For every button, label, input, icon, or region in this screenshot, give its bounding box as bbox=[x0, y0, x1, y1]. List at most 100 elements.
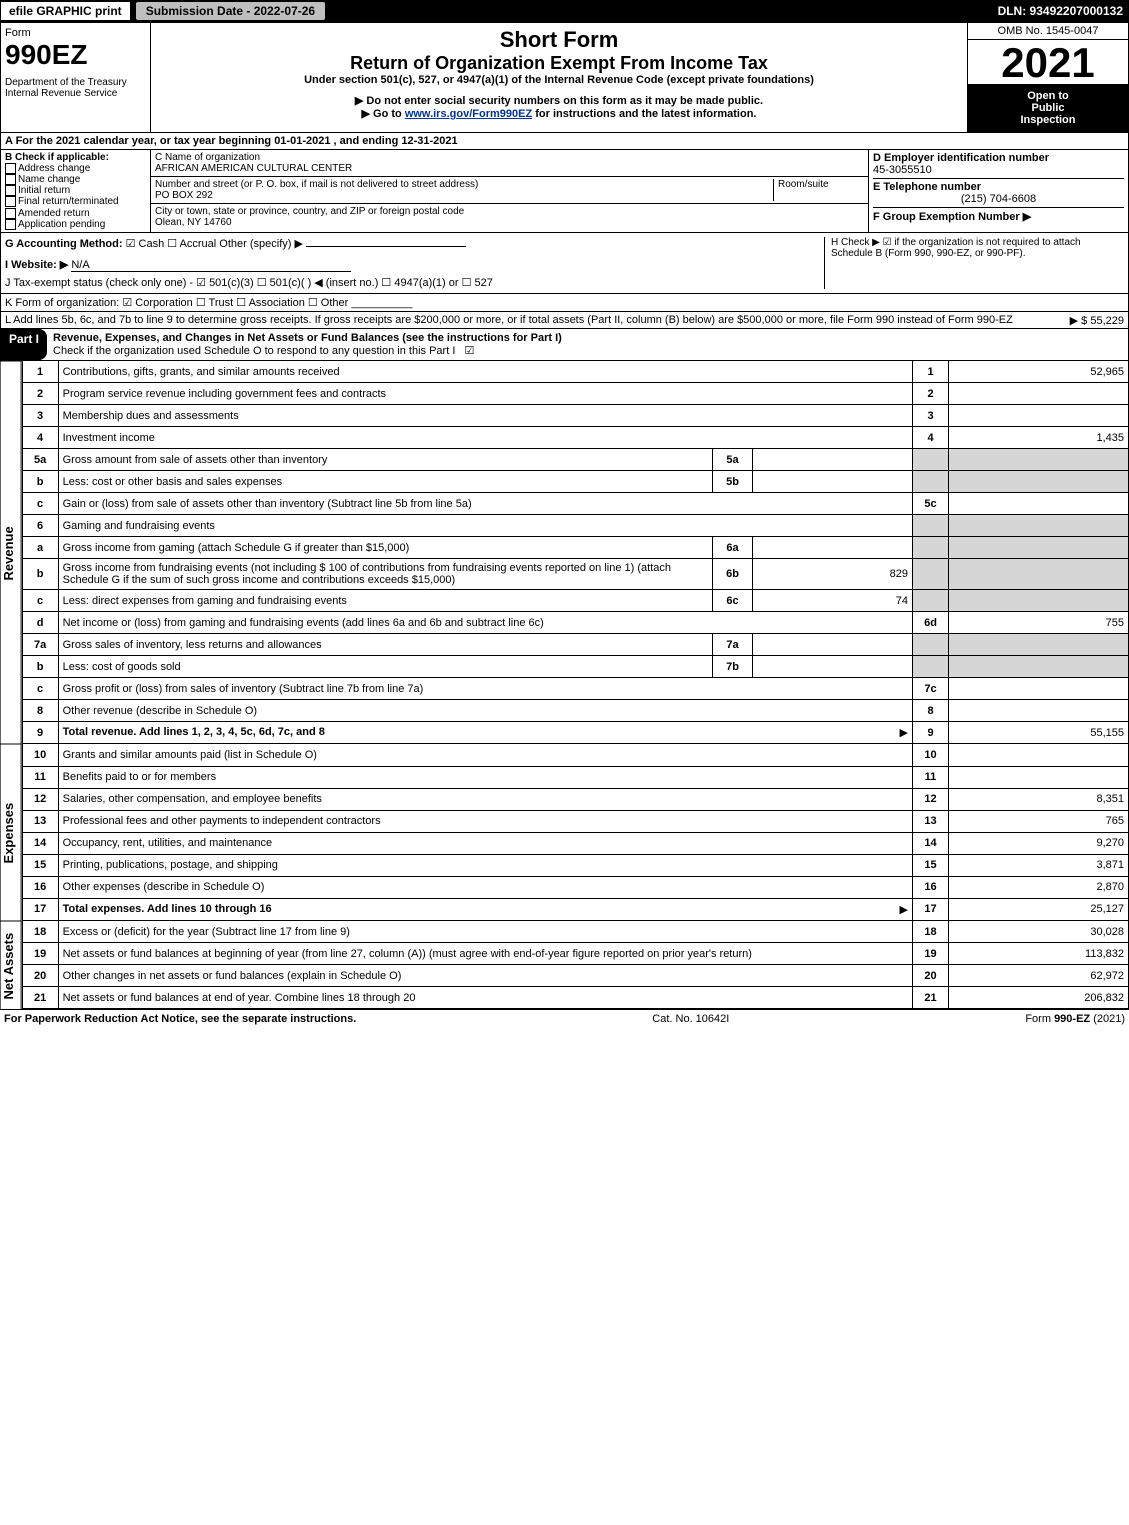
d-20: Other changes in net assets or fund bala… bbox=[63, 970, 402, 982]
r-7a bbox=[913, 634, 949, 656]
chk-final[interactable] bbox=[5, 196, 16, 207]
a-7a bbox=[949, 634, 1129, 656]
tax-year: 2021 bbox=[968, 40, 1128, 84]
chk-amended[interactable] bbox=[5, 208, 16, 219]
lno-3: 3 bbox=[22, 405, 58, 427]
r-8: 8 bbox=[913, 700, 949, 722]
d-21: Net assets or fund balances at end of ye… bbox=[63, 992, 416, 1004]
a-6b bbox=[949, 559, 1129, 590]
d-6a: Gross income from gaming (attach Schedul… bbox=[63, 542, 410, 554]
d-3: Membership dues and assessments bbox=[63, 410, 239, 422]
r-12: 12 bbox=[913, 788, 949, 810]
d-14: Occupancy, rent, utilities, and maintena… bbox=[63, 837, 273, 849]
il-6b: 6b bbox=[713, 559, 753, 590]
a-11 bbox=[949, 766, 1129, 788]
chk-name[interactable] bbox=[5, 174, 16, 185]
a-19: 113,832 bbox=[949, 943, 1129, 965]
a-13: 765 bbox=[949, 810, 1129, 832]
a-10 bbox=[949, 744, 1129, 766]
a-3 bbox=[949, 405, 1129, 427]
row-l: L Add lines 5b, 6c, and 7b to line 9 to … bbox=[0, 312, 1129, 329]
street-value: PO BOX 292 bbox=[155, 190, 213, 201]
j-line: J Tax-exempt status (check only one) - ☑… bbox=[5, 276, 824, 289]
c-label: C Name of organization bbox=[155, 152, 260, 163]
revenue-block: Revenue 1Contributions, gifts, grants, a… bbox=[0, 361, 1129, 745]
section-a-text: A For the 2021 calendar year, or tax yea… bbox=[5, 135, 458, 147]
sidebar-netassets: Net Assets bbox=[0, 921, 22, 1010]
r-9: 9 bbox=[913, 722, 949, 744]
d-label: D Employer identification number bbox=[873, 152, 1049, 164]
lno-6d: d bbox=[22, 612, 58, 634]
iv-6b: 829 bbox=[753, 559, 913, 590]
r-11: 11 bbox=[913, 766, 949, 788]
il-5b: 5b bbox=[713, 471, 753, 493]
r-6 bbox=[913, 515, 949, 537]
lno-5b: b bbox=[22, 471, 58, 493]
r-6a bbox=[913, 537, 949, 559]
r-17: 17 bbox=[913, 898, 949, 920]
d-16: Other expenses (describe in Schedule O) bbox=[63, 881, 265, 893]
irs-link[interactable]: www.irs.gov/Form990EZ bbox=[405, 108, 532, 120]
lno-6c: c bbox=[22, 590, 58, 612]
lno-14: 14 bbox=[22, 832, 58, 854]
r-5b bbox=[913, 471, 949, 493]
d-8: Other revenue (describe in Schedule O) bbox=[63, 705, 257, 717]
a-7c bbox=[949, 678, 1129, 700]
schedule-o-check[interactable]: ☑ bbox=[458, 343, 480, 359]
lno-6: 6 bbox=[22, 515, 58, 537]
phone-value: (215) 704-6608 bbox=[873, 193, 1124, 205]
opt-address: Address change bbox=[18, 163, 90, 174]
netassets-table: 18Excess or (deficit) for the year (Subt… bbox=[22, 921, 1129, 1010]
chk-address[interactable] bbox=[5, 163, 16, 174]
il-6c: 6c bbox=[713, 590, 753, 612]
r-20: 20 bbox=[913, 965, 949, 987]
d-6c: Less: direct expenses from gaming and fu… bbox=[63, 595, 347, 607]
lno-12: 12 bbox=[22, 788, 58, 810]
lno-7b: b bbox=[22, 656, 58, 678]
d-15: Printing, publications, postage, and shi… bbox=[63, 859, 278, 871]
ein-value: 45-3055510 bbox=[873, 164, 932, 176]
r-14: 14 bbox=[913, 832, 949, 854]
f-label: F Group Exemption Number ▶ bbox=[873, 211, 1031, 223]
a-12: 8,351 bbox=[949, 788, 1129, 810]
short-form-title: Short Form bbox=[155, 27, 963, 53]
submission-date-pill: Submission Date - 2022-07-26 bbox=[135, 1, 326, 21]
chk-initial[interactable] bbox=[5, 185, 16, 196]
sidebar-revenue: Revenue bbox=[0, 361, 22, 745]
a-16: 2,870 bbox=[949, 876, 1129, 898]
section-c: C Name of organization AFRICAN AMERICAN … bbox=[151, 150, 868, 232]
g-label: G Accounting Method: bbox=[5, 238, 123, 250]
header-left: Form 990EZ Department of the Treasury In… bbox=[1, 23, 151, 132]
r-6d: 6d bbox=[913, 612, 949, 634]
dln-label: DLN: 93492207000132 bbox=[998, 4, 1129, 18]
r-19: 19 bbox=[913, 943, 949, 965]
a-15: 3,871 bbox=[949, 854, 1129, 876]
arrow-9: ▶ bbox=[900, 726, 908, 739]
lno-6b: b bbox=[22, 559, 58, 590]
a-9: 55,155 bbox=[949, 722, 1129, 744]
d-1: Contributions, gifts, grants, and simila… bbox=[63, 366, 340, 378]
lno-17: 17 bbox=[22, 898, 58, 920]
part1-title: Revenue, Expenses, and Changes in Net As… bbox=[53, 332, 562, 344]
g-opts: ☑ Cash ☐ Accrual Other (specify) ▶ bbox=[126, 238, 303, 250]
note-ssn: ▶ Do not enter social security numbers o… bbox=[155, 94, 963, 107]
chk-pending[interactable] bbox=[5, 219, 16, 230]
a-2 bbox=[949, 383, 1129, 405]
r-6b bbox=[913, 559, 949, 590]
footer-catno: Cat. No. 10642I bbox=[652, 1013, 729, 1025]
website-value: N/A bbox=[71, 259, 351, 272]
a-6 bbox=[949, 515, 1129, 537]
under-section: Under section 501(c), 527, or 4947(a)(1)… bbox=[155, 74, 963, 86]
part1-check-o: Check if the organization used Schedule … bbox=[53, 345, 455, 357]
iv-7b bbox=[753, 656, 913, 678]
omb-number: OMB No. 1545-0047 bbox=[968, 23, 1128, 40]
section-def: D Employer identification number 45-3055… bbox=[868, 150, 1128, 232]
d-13: Professional fees and other payments to … bbox=[63, 815, 381, 827]
a-6d: 755 bbox=[949, 612, 1129, 634]
il-7b: 7b bbox=[713, 656, 753, 678]
b-label: B Check if applicable: bbox=[5, 152, 109, 163]
d-7a: Gross sales of inventory, less returns a… bbox=[63, 639, 322, 651]
part1-label: Part I bbox=[1, 329, 47, 360]
iv-7a bbox=[753, 634, 913, 656]
a-8 bbox=[949, 700, 1129, 722]
